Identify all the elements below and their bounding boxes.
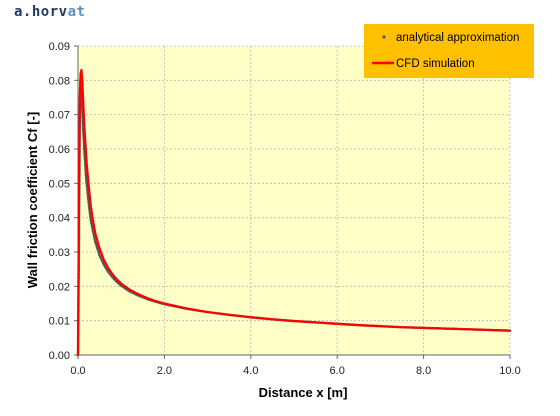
brand-logo: a.horvat [14,4,85,20]
y-axis-title: Wall friction coefficient Cf [-] [25,112,40,288]
series-layer [76,68,512,357]
analytical-point [93,238,97,241]
analytical-point [96,248,100,251]
brand-accent: at [67,4,86,20]
analytical-point [85,179,88,183]
analytical-point [90,223,94,227]
y-tick-label: 0.09 [49,41,70,53]
ticks: 0.00 0.01 0.02 0.03 0.04 0.05 0.06 0.07 0.08 0.09… [49,41,521,377]
analytical-point [97,252,101,255]
analytical-point [95,244,98,247]
x-axis-title: Distance x [m] [259,385,348,400]
y-tick-label: 0.02 [49,281,70,293]
y-tick-label: 0.07 [49,110,70,122]
analytical-point [88,211,92,214]
analytical-point [93,236,96,239]
y-tick-label: 0.08 [49,75,70,87]
analytical-point [94,242,98,245]
series-cfd-simulation-line [76,68,511,356]
plot-area [78,46,510,355]
analytical-point [95,246,99,249]
analytical-point [89,215,92,219]
analytical-point [85,184,89,187]
analytical-point [88,213,92,216]
legend-box [364,24,534,78]
brand-prefix: a.horv [14,4,68,20]
y-tick-label: 0.01 [49,316,70,328]
y-tick-label: 0.03 [49,247,70,259]
analytical-point [91,228,94,231]
x-tick-label: 0.0 [70,365,85,377]
legend-label-cfd: CFD simulation [396,58,475,70]
analytical-point [89,217,92,221]
analytical-point [84,177,88,181]
analytical-point [90,221,93,225]
x-tick-label: 10.0 [499,365,520,377]
legend: analytical approximation CFD simulation [364,24,534,78]
x-tick-label: 6.0 [330,365,345,377]
analytical-point [108,272,111,276]
analytical-point [90,225,94,229]
analytical-point [84,175,88,179]
x-tick-label: 4.0 [243,365,258,377]
y-tick-label: 0.04 [49,213,70,225]
analytical-point [97,250,100,253]
analytical-point [85,182,88,185]
legend-label-analytical: analytical approximation [396,32,519,44]
x-tick-label: 8.0 [416,365,431,377]
legend-swatch-analytical [382,35,386,39]
analytical-point [89,219,93,223]
x-tick-label: 2.0 [157,365,172,377]
analytical-point [93,240,97,243]
y-tick-label: 0.00 [49,350,70,362]
analytical-point [106,270,110,274]
y-tick-label: 0.05 [49,178,70,190]
y-tick-label: 0.06 [49,144,70,156]
